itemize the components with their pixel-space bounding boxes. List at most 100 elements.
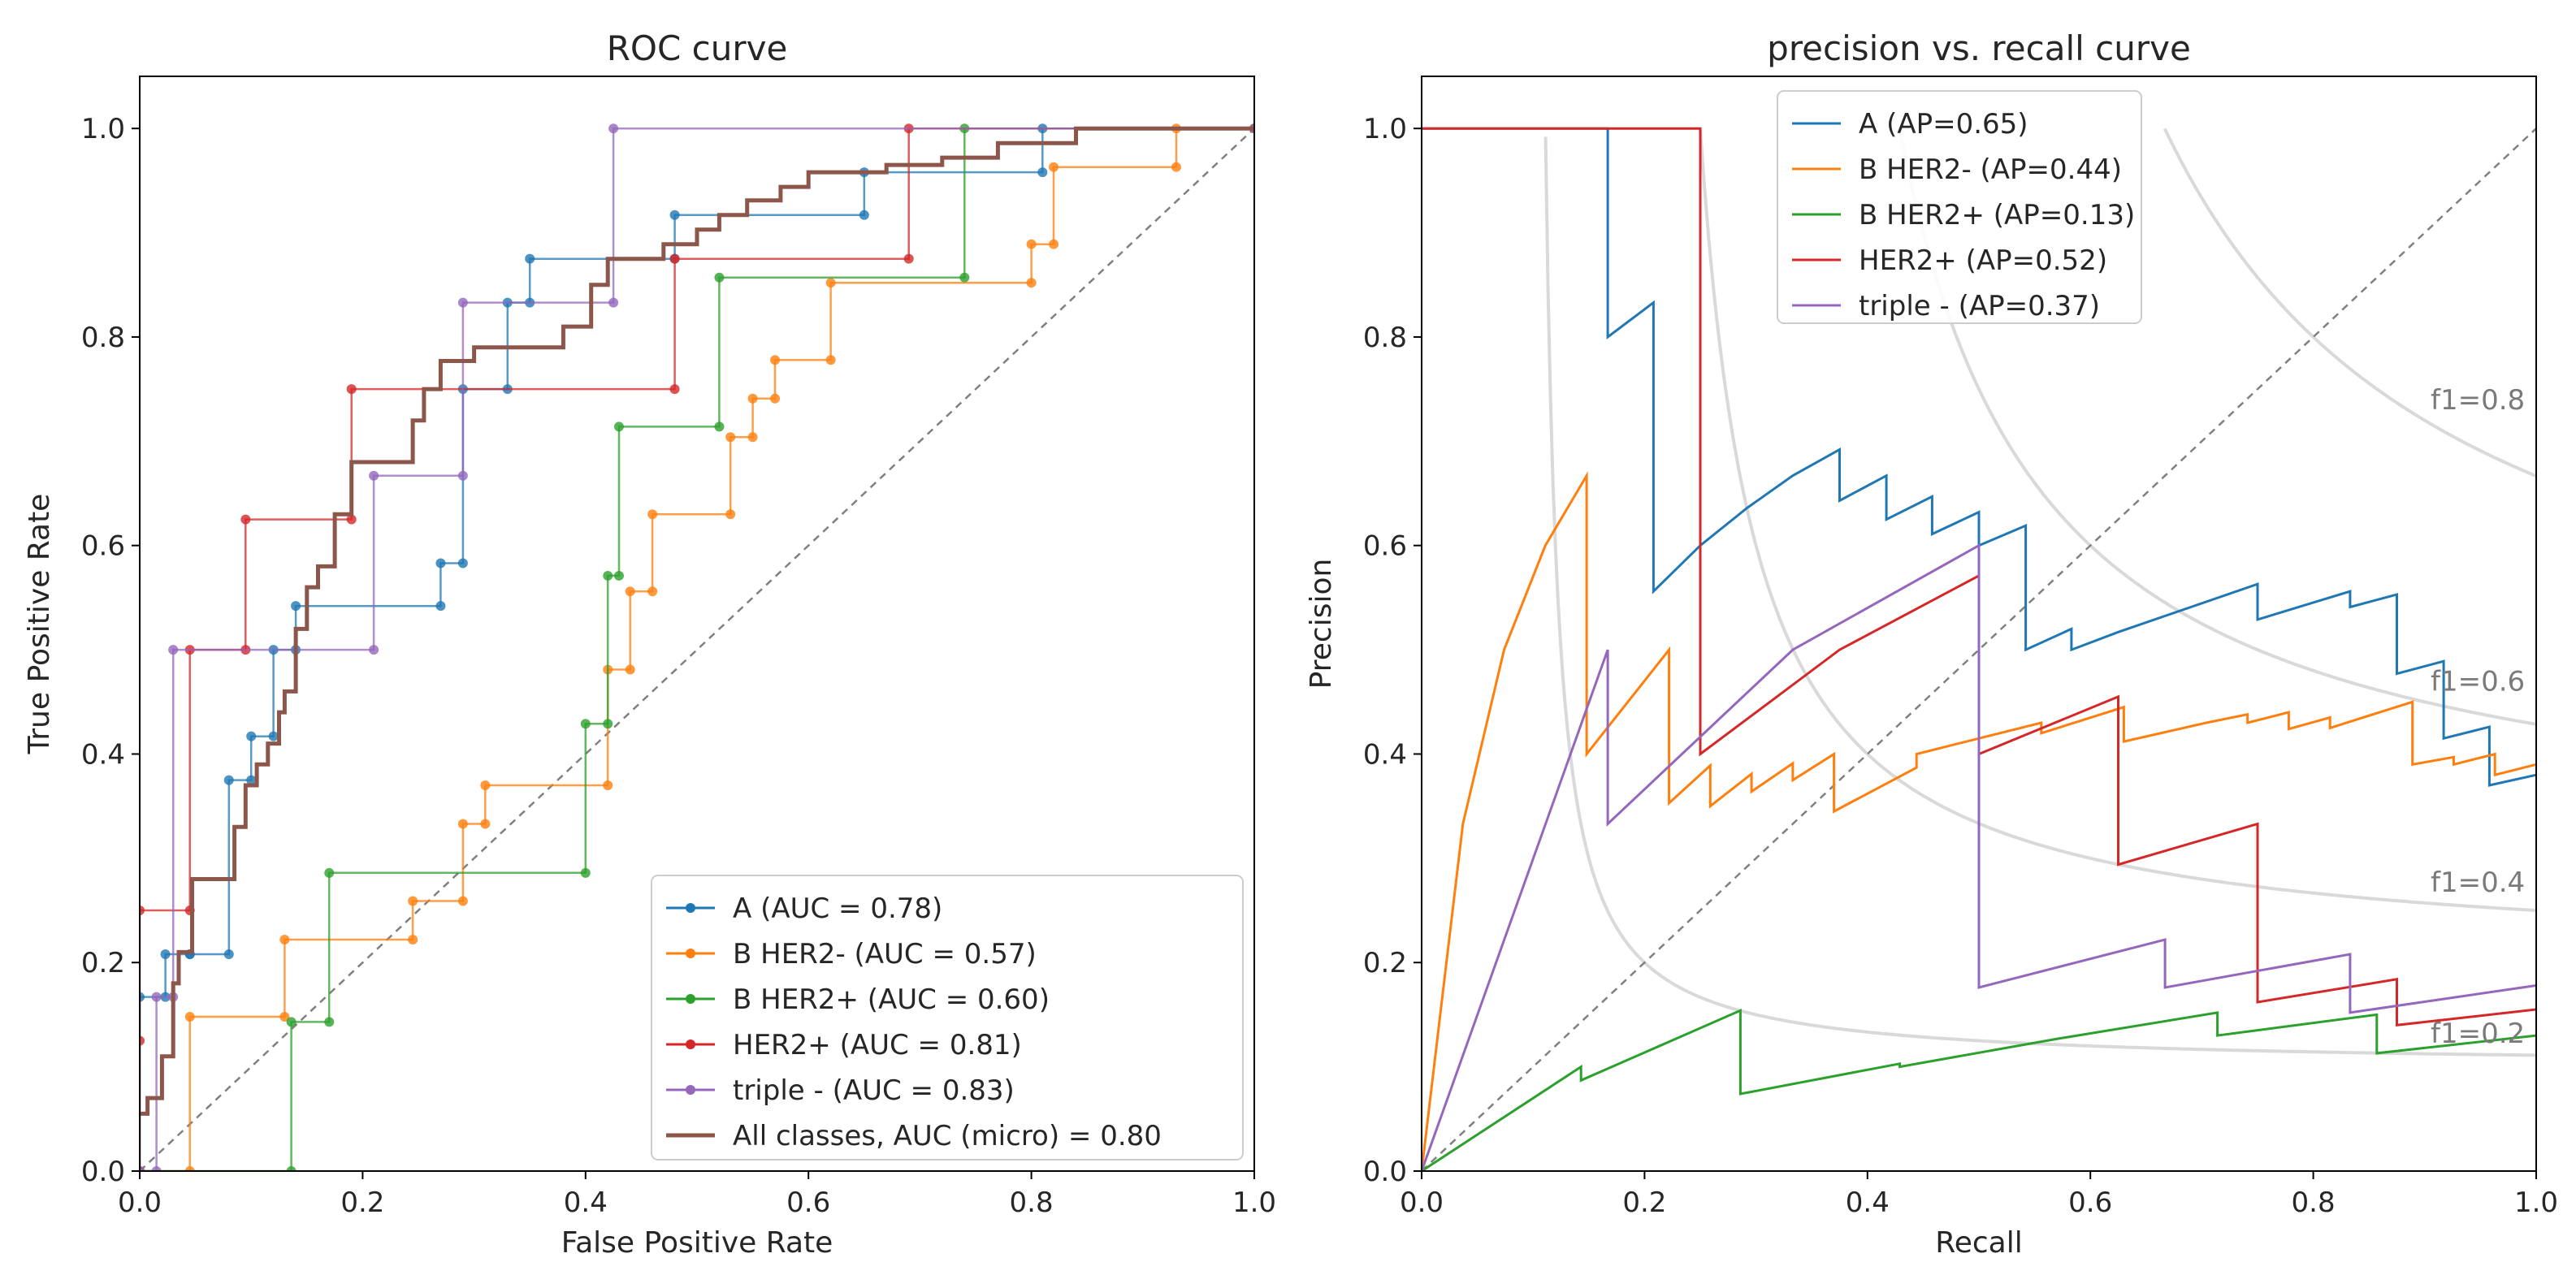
data-point <box>669 210 680 220</box>
data-point <box>747 393 758 404</box>
data-point <box>725 432 736 443</box>
data-point <box>246 775 257 785</box>
legend-marker <box>686 1039 695 1049</box>
x-tick-label: 0.6 <box>786 1186 830 1219</box>
data-point <box>457 297 468 308</box>
data-point <box>770 393 781 404</box>
data-point <box>184 1166 195 1171</box>
iso-f1-curve <box>2163 128 2536 478</box>
data-point <box>240 514 251 525</box>
data-point <box>859 210 869 220</box>
data-point <box>140 1035 145 1046</box>
y-tick-label: 0.0 <box>1363 1156 1407 1188</box>
y-tick-label: 1.0 <box>1363 113 1407 145</box>
x-tick-label: 0.8 <box>2292 1186 2336 1219</box>
legend-marker <box>686 903 695 913</box>
data-point <box>714 272 725 283</box>
legend-label: B HER2+ (AP=0.13) <box>1859 199 2135 231</box>
series-line <box>1422 127 2536 1027</box>
legend-item: triple - (AUC = 0.83) <box>666 1074 1015 1107</box>
legend-item: B HER2- (AP=0.44) <box>1792 153 2122 186</box>
data-point <box>184 1011 195 1022</box>
legend-item: All classes, AUC (micro) = 0.80 <box>666 1120 1162 1152</box>
y-tick-label: 0.6 <box>81 530 125 563</box>
legend-label: HER2+ (AP=0.52) <box>1859 244 2107 277</box>
data-point <box>223 775 234 785</box>
legend-item: B HER2+ (AUC = 0.60) <box>666 983 1050 1016</box>
data-point <box>168 645 179 655</box>
x-tick-label: 1.0 <box>1232 1186 1276 1219</box>
x-tick-label: 0.4 <box>564 1186 608 1219</box>
legend-label: All classes, AUC (micro) = 0.80 <box>733 1120 1162 1152</box>
series-line <box>140 126 1254 1116</box>
iso-f1-curve <box>1543 136 2536 1057</box>
data-point <box>647 509 658 520</box>
data-point <box>959 272 970 283</box>
series-line <box>140 127 1254 1171</box>
y-axis-label: Precision <box>1305 559 1338 689</box>
data-point <box>625 664 635 675</box>
legend-box <box>1777 90 2142 324</box>
data-point <box>291 601 301 612</box>
y-tick-label: 0.8 <box>1363 322 1407 354</box>
legend-marker <box>686 949 695 958</box>
data-point <box>346 514 357 525</box>
y-axis-label: True Positive Rate <box>23 494 56 755</box>
data-point <box>151 992 162 1002</box>
data-point <box>669 384 680 395</box>
data-point <box>457 558 468 568</box>
x-tick-label: 0.8 <box>1010 1186 1054 1219</box>
data-point <box>747 432 758 443</box>
series-micro <box>140 126 1254 1116</box>
iso-f1-label: f1=0.8 <box>2431 384 2525 417</box>
data-point <box>286 1017 297 1027</box>
data-point <box>825 355 836 365</box>
legend-marker <box>686 994 695 1004</box>
legend-marker <box>686 1085 695 1095</box>
data-point <box>457 896 468 906</box>
data-point <box>346 384 357 395</box>
data-point <box>268 731 279 741</box>
data-point <box>151 1166 162 1171</box>
data-point <box>480 819 491 829</box>
legend-label: A (AP=0.65) <box>1859 108 2028 140</box>
x-tick-label: 0.6 <box>2068 1186 2112 1219</box>
series-b-her2- <box>1422 1009 2536 1171</box>
y-tick-label: 1.0 <box>81 113 125 145</box>
series-line <box>1422 543 2536 1171</box>
roc-panel: 0.0 0.2 0.4 0.6 0.8 1.0 0.0 0.2 0.4 0.6 0.8 1.0 ROC … <box>23 28 1276 1260</box>
data-point <box>903 253 914 264</box>
y-tick-label: 0.2 <box>81 947 125 979</box>
data-point <box>435 601 446 612</box>
data-point <box>140 905 145 916</box>
data-point <box>669 253 680 264</box>
y-tick-label: 0.8 <box>81 322 125 354</box>
data-point <box>580 867 591 878</box>
data-point <box>223 949 234 959</box>
legend-label: HER2+ (AUC = 0.81) <box>733 1029 1022 1061</box>
legend: A (AUC = 0.78) B HER2- (AUC = 0.57) B HER2… <box>651 875 1244 1160</box>
data-point <box>613 570 624 581</box>
legend-item: HER2+ (AP=0.52) <box>1792 244 2107 277</box>
iso-f1-label: f1=0.6 <box>2431 666 2525 698</box>
iso-f1-label: f1=0.2 <box>2431 1018 2525 1050</box>
series-line <box>1422 127 2536 787</box>
x-axis-label: False Positive Rate <box>561 1226 833 1260</box>
data-point <box>525 253 535 264</box>
data-point <box>1037 167 1048 178</box>
data-point <box>279 1011 290 1022</box>
data-point <box>435 558 446 568</box>
iso-f1-curve <box>1898 128 2536 726</box>
data-point <box>140 992 145 1002</box>
series-triple- <box>1422 543 2536 1171</box>
data-point <box>324 867 335 878</box>
data-point <box>1171 162 1181 172</box>
legend-label: triple - (AUC = 0.83) <box>733 1074 1015 1107</box>
plot-content <box>140 123 1254 1171</box>
legend-item: A (AP=0.65) <box>1792 108 2028 140</box>
legend-item: A (AUC = 0.78) <box>666 893 942 925</box>
series-line <box>140 127 1254 1171</box>
data-point <box>1026 239 1037 249</box>
x-tick-label: 0.2 <box>340 1186 384 1219</box>
